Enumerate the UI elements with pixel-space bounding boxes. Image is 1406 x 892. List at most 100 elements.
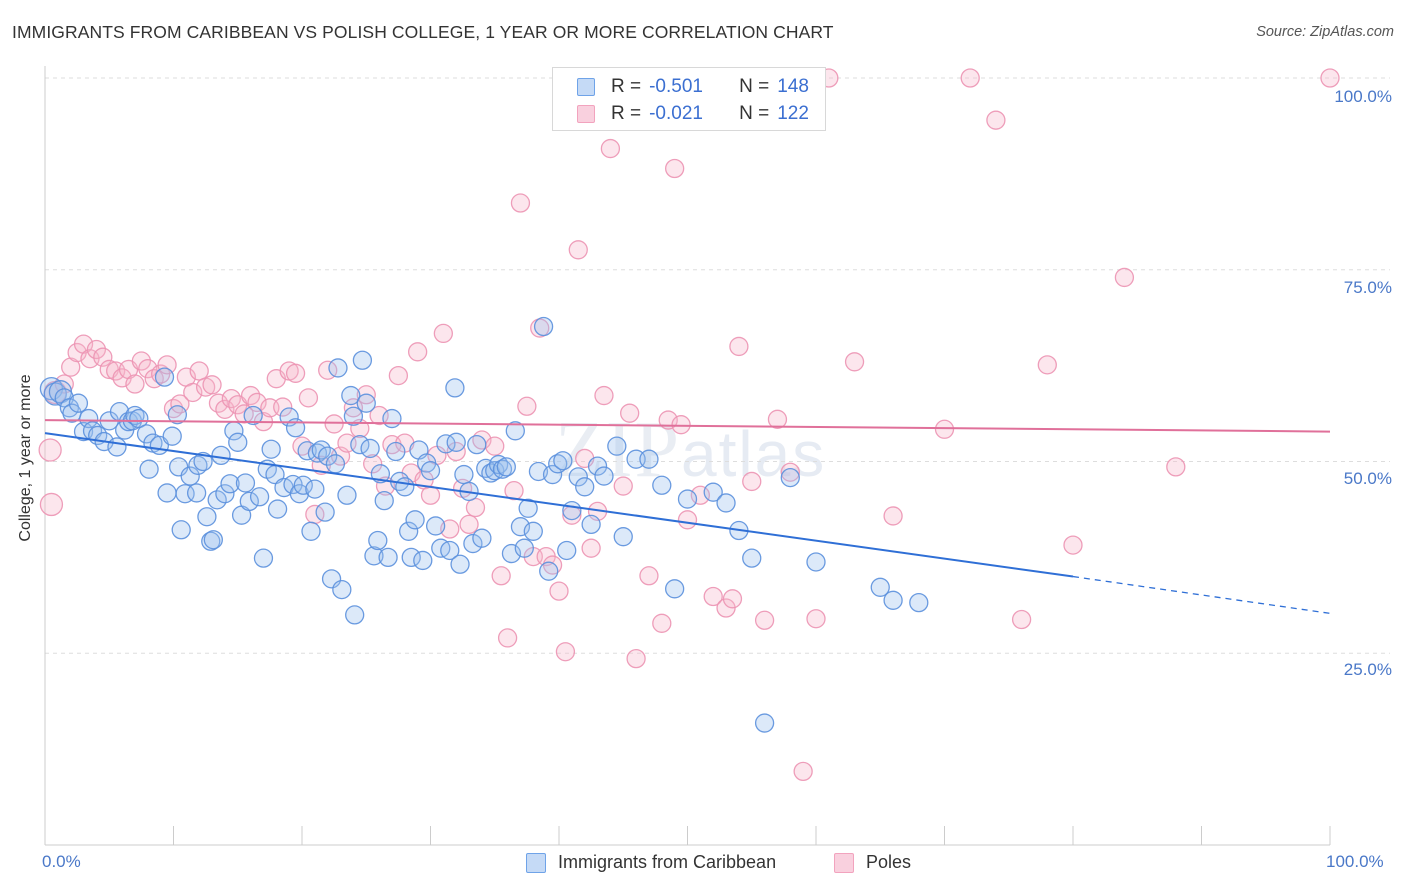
caribbean-point (382, 408, 402, 429)
caribbean-point (378, 547, 398, 568)
poles-point (1320, 68, 1340, 88)
caribbean-point (665, 579, 685, 599)
poles-point (620, 403, 640, 423)
caribbean-point (318, 446, 338, 466)
legend-row-poles: R = -0.021 N = 122 (577, 102, 809, 126)
caribbean-point (253, 548, 274, 568)
caribbean-point (360, 438, 380, 459)
caribbean-point (350, 434, 370, 455)
poles-point (626, 648, 646, 669)
caribbean-point (557, 540, 577, 561)
caribbean-point (261, 439, 281, 459)
caribbean-point (514, 538, 534, 558)
caribbean-point (207, 490, 227, 510)
poles-point (1063, 535, 1083, 555)
caribbean-point (533, 316, 554, 337)
legend-n-label: N = (739, 103, 770, 124)
caribbean-point (467, 434, 487, 455)
caribbean-point (243, 405, 263, 426)
x-tick-label-min: 0.0% (42, 852, 81, 871)
caribbean-point (806, 552, 826, 572)
poles-point (806, 609, 826, 629)
poles-point (465, 497, 486, 518)
caribbean-point (518, 498, 538, 518)
poles-point (754, 610, 775, 630)
poles-point (793, 761, 813, 782)
caribbean-point (440, 540, 460, 561)
caribbean-point (345, 605, 365, 625)
poles-point (844, 352, 865, 372)
poles-point (729, 336, 749, 357)
legend-row-caribbean: R = -0.501 N = 148 (577, 75, 809, 99)
caribbean-point (79, 408, 99, 429)
caribbean-point (446, 432, 466, 452)
caribbean-point (780, 467, 800, 488)
legend-r-label: R = (611, 103, 642, 124)
poles-point (581, 538, 601, 558)
poles-point (157, 355, 177, 375)
poles-point (420, 485, 441, 505)
poles-point (433, 323, 454, 344)
bottom-legend-label-caribbean: Immigrants from Caribbean (558, 852, 777, 872)
poles-point (485, 436, 505, 456)
caribbean-point (425, 516, 446, 536)
y-tick-label-100: 100.0% (1334, 87, 1392, 106)
poles-point (497, 628, 518, 648)
caribbean-point (454, 464, 474, 485)
chart-title: IMMIGRANTS FROM CARIBBEAN VS POLISH COLL… (12, 22, 834, 42)
caribbean-point (54, 388, 74, 408)
caribbean-point (413, 550, 433, 571)
caribbean-point (883, 590, 903, 610)
poles-point (742, 471, 762, 492)
poles-point (363, 454, 383, 474)
caribbean-point (716, 493, 736, 513)
caribbean-point (235, 473, 256, 493)
legend-r-label: R = (611, 76, 642, 97)
poles-point (703, 586, 723, 607)
legend-n-value: 122 (777, 103, 809, 124)
caribbean-point (562, 500, 582, 521)
poles-point (491, 566, 511, 586)
poles-point (600, 138, 621, 159)
poles-point (285, 363, 306, 383)
caribbean-point (325, 454, 346, 474)
caribbean-point (587, 456, 608, 476)
caribbean-point (703, 482, 723, 502)
caribbean-point (607, 436, 627, 456)
caribbean-point (374, 490, 394, 511)
caribbean-point (197, 507, 217, 527)
caribbean-point (129, 408, 149, 429)
caribbean-point (581, 514, 601, 535)
series-caribbean-points (39, 316, 929, 733)
poles-point (38, 438, 62, 462)
caribbean-point (267, 499, 288, 519)
source-label: Source: ZipAtlas.com (1256, 24, 1394, 40)
poles-point (780, 462, 800, 482)
caribbean-point (528, 461, 549, 482)
legend-swatch-poles (577, 105, 595, 123)
caribbean-point (575, 477, 595, 497)
caribbean-point (405, 510, 425, 530)
bottom-legend-swatch-poles (834, 852, 854, 873)
caribbean-point (542, 464, 563, 485)
caribbean-point (215, 484, 235, 504)
poles-point (555, 642, 576, 662)
caribbean-point (368, 530, 388, 551)
poles-point (39, 492, 64, 517)
caribbean-point (370, 464, 391, 484)
poles-point (639, 566, 659, 586)
caribbean-point (220, 474, 240, 494)
poles-point (677, 510, 698, 530)
poles-point (459, 514, 479, 535)
caribbean-point (341, 385, 361, 406)
caribbean-point (539, 561, 559, 581)
caribbean-point (203, 530, 223, 550)
poles-point (1037, 355, 1057, 375)
poles-point (510, 193, 531, 213)
x-tick-label-max: 100.0% (1326, 852, 1384, 871)
trend-line-caribbean (44, 432, 1074, 578)
caribbean-point (301, 521, 321, 541)
grid-lines (45, 77, 1390, 654)
caribbean-point (167, 405, 188, 425)
poles-point (722, 589, 743, 609)
